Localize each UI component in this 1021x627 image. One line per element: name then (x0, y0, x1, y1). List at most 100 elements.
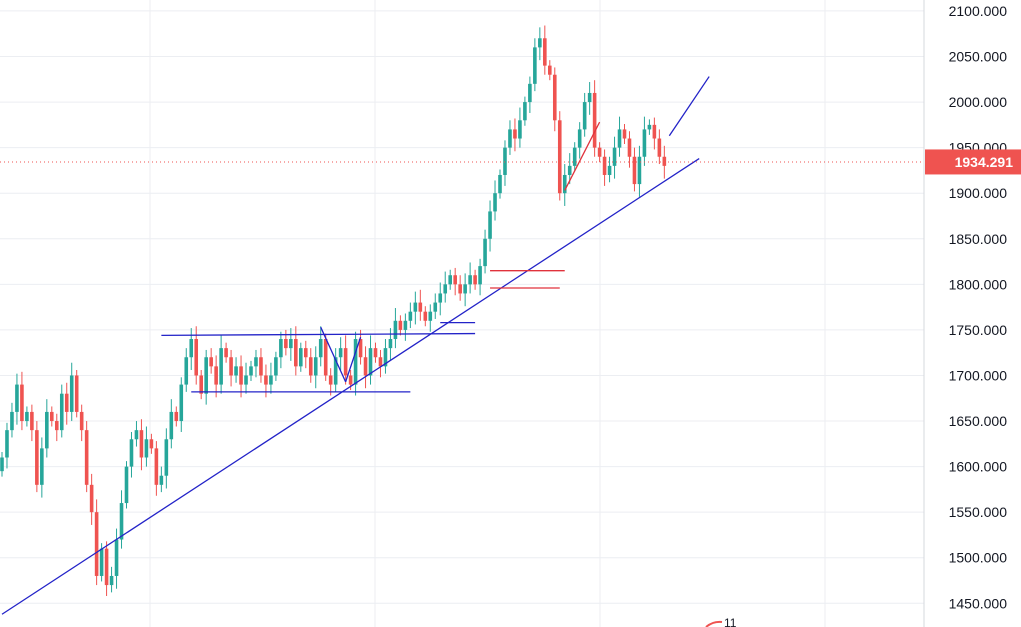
candle-body (548, 65, 552, 75)
trendline-range-top[interactable] (161, 332, 476, 337)
candle-body (348, 375, 353, 385)
price-tick-label: 1750.000 (949, 322, 1008, 338)
candle-body (219, 348, 223, 385)
candle-body (50, 411, 54, 422)
trendline-up-channel[interactable] (564, 121, 601, 191)
candle-body (657, 138, 662, 157)
candle-body (45, 411, 49, 449)
candle-body (313, 357, 318, 376)
candle-body (627, 138, 632, 157)
candle-body (179, 384, 184, 422)
candle-body (513, 129, 517, 139)
candle-body (209, 357, 213, 367)
candle-body (602, 156, 607, 175)
candle-body (239, 366, 243, 385)
candle-body (129, 439, 134, 467)
price-tick-label: 2000.000 (949, 94, 1008, 110)
candle-body (164, 439, 169, 476)
candle-body (552, 74, 557, 121)
candle-body (468, 275, 472, 285)
candle-body (538, 38, 542, 48)
candle-body (562, 174, 567, 194)
candle-body (259, 357, 263, 376)
candle-body (622, 129, 627, 139)
candle-body (587, 92, 592, 103)
candle-body (224, 348, 228, 358)
candle-body (318, 339, 323, 358)
candle-body (194, 339, 199, 376)
candle-body (279, 339, 283, 358)
candle-body (607, 165, 612, 175)
candle-body (393, 320, 398, 340)
candle-body (323, 339, 328, 376)
candle-body (418, 302, 423, 312)
candle-body (413, 302, 418, 312)
trendline-main-support[interactable] (1, 158, 700, 615)
candle-body (69, 375, 74, 412)
candle-body (518, 120, 522, 139)
candle-body (637, 156, 642, 185)
candle-body (30, 411, 34, 431)
candle-body (119, 503, 124, 540)
price-tick-label: 1450.000 (949, 595, 1008, 611)
trendline-upper-channel[interactable] (668, 76, 710, 137)
price-tick-label: 1650.000 (949, 413, 1008, 429)
candle-body (124, 466, 129, 504)
candle-body (428, 311, 433, 321)
candle-body (383, 348, 388, 367)
price-tick-label: 1850.000 (949, 231, 1008, 247)
trendline-zigzag-2[interactable] (345, 336, 362, 383)
candle-body (254, 357, 258, 367)
candle-body (154, 448, 159, 485)
candle-body (582, 102, 587, 130)
candle-body (144, 439, 149, 458)
candle-body (617, 129, 622, 148)
candle-body (642, 129, 647, 157)
candle-body (373, 348, 378, 358)
candle-body (249, 366, 253, 376)
candle-body (403, 320, 408, 330)
candle-body (289, 339, 293, 349)
candle-body (533, 47, 537, 84)
candle-body (284, 339, 288, 349)
candle-body (592, 92, 597, 148)
price-tick-label: 2050.000 (949, 49, 1008, 65)
candle-body (423, 311, 428, 321)
price-tick-label: 1800.000 (949, 276, 1008, 292)
last-price-tag: 1934.291 (925, 149, 1021, 175)
candle-body (543, 38, 547, 66)
indicator-arc (705, 620, 723, 627)
candle-body (109, 575, 114, 586)
candle-body (652, 124, 657, 139)
candle-body (597, 147, 602, 157)
candle-body (204, 357, 208, 394)
candle-body (99, 548, 104, 576)
candle-body (229, 357, 233, 376)
candle-body (134, 430, 139, 440)
candle-body (577, 129, 582, 148)
candle-body (54, 421, 59, 431)
candle-body (632, 156, 637, 185)
candle-body (398, 320, 403, 330)
candle-body (15, 384, 19, 412)
price-tick-label: 1550.000 (949, 504, 1008, 520)
candle-body (453, 275, 457, 285)
candle-body (328, 375, 333, 385)
candle-body (353, 339, 358, 385)
candle-body (59, 393, 64, 431)
trendline-zigzag-1[interactable] (320, 326, 347, 383)
candle-body (557, 120, 562, 194)
candle-body (35, 430, 39, 485)
candle-body (84, 430, 89, 485)
candle-body (463, 284, 467, 294)
candle-body (74, 375, 79, 412)
price-tick-label: 2100.000 (949, 3, 1008, 19)
candle-body (572, 147, 577, 166)
candle-body (363, 357, 368, 376)
candle-body (169, 411, 174, 440)
candle-body (443, 284, 448, 294)
candle-body (647, 124, 652, 130)
drawn-trendlines (1, 76, 710, 615)
